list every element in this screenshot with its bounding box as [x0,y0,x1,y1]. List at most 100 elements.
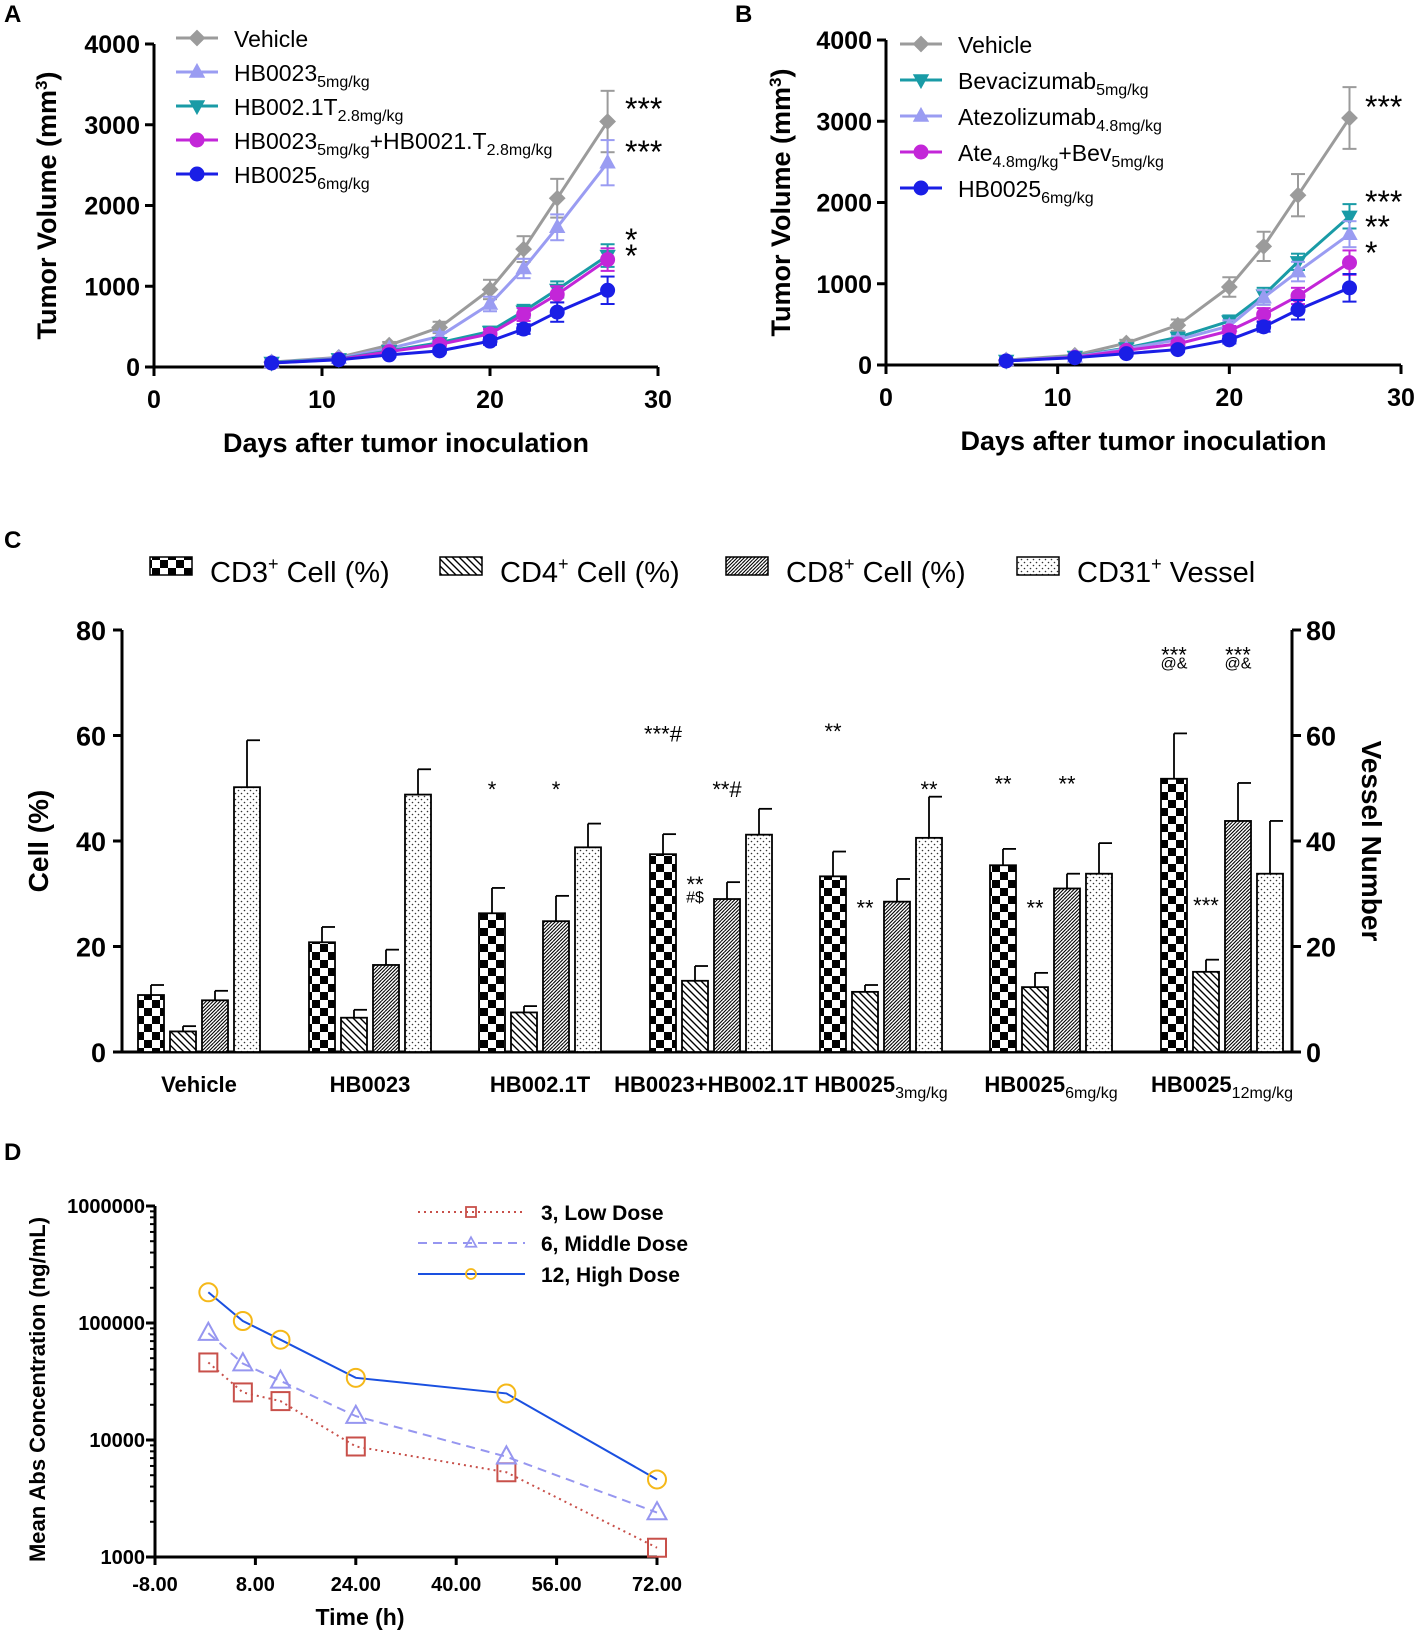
bar [510,1011,538,1053]
y2-tick-label: 60 [1306,722,1336,752]
legend-marker [912,106,930,122]
legend-item: HB00235mg/kg+HB0021.T2.8mg/kg [176,128,552,159]
bar [1160,777,1188,1053]
panel-C: C CD3+ Cell (%) CD4+ Cell (%) CD8+ Cell (%)… [4,527,1387,1102]
y-tick-label: 1000 [816,271,872,299]
significance-mark: *** [1365,184,1402,220]
data-point [600,252,616,268]
bar [883,900,911,1053]
data-point [1067,350,1083,366]
legend-label: HB00256mg/kg [958,176,1094,207]
data-point [432,343,448,359]
data-point [264,355,280,371]
y2-axis-title: Vessel Number [1356,741,1387,942]
x-tick-label: 30 [644,386,672,414]
legend-item: 3, Low Dose [418,1202,664,1225]
data-point [1290,302,1306,318]
x-tick-label: 0 [879,384,893,412]
legend-label: 12, High Dose [541,1264,680,1287]
legend-marker [465,1268,477,1280]
legend-label: Atezolizumab4.8mg/kg [958,104,1162,135]
y-tick-label: 0 [126,354,140,382]
series-0 [198,1352,667,1558]
data-point [1170,342,1186,358]
significance-mark: * [625,222,637,258]
legend-label: HB00235mg/kg [234,60,370,91]
x-category-label: HB0023 [330,1072,411,1097]
panel-D: D 1000 10000 100000 1000000 -8.00 8.00 24.00 40.… [4,1139,688,1630]
y2-tick-label: 0 [1306,1038,1321,1068]
y-axis-title: Mean Abs Concentration (ng/mL) [25,1217,50,1562]
legend-label: Ate4.8mg/kg+Bev5mg/kg [958,140,1164,171]
bar [713,898,741,1053]
bar [989,864,1017,1053]
significance-mark: *** [1225,642,1251,667]
bar-series-0 [137,732,1188,1053]
bar [1085,872,1113,1053]
x-tick-label: 8.00 [236,1574,275,1596]
legend-item: Atezolizumab4.8mg/kg [900,104,1162,135]
bar [137,994,165,1053]
data-point [599,113,617,130]
data-point [645,1500,669,1521]
bar [745,833,773,1053]
legend-marker [465,1206,477,1218]
data-point [270,1329,291,1350]
data-point [515,240,533,258]
legend-item: HB002.1T2.8mg/kg [176,94,403,125]
bar [649,853,677,1053]
data-point [331,352,347,368]
data-point [269,1368,292,1389]
legend-label: HB00256mg/kg [234,162,370,193]
y-axis-title: Tumor Volume (mm3) [32,72,63,340]
significance-mark: @& [1161,656,1188,673]
legend-item: 6, Middle Dose [418,1233,688,1256]
bar-series-1 [169,958,1220,1053]
x-axis-title: Time (h) [315,1604,404,1630]
panel-label: B [735,1,752,28]
data-point [1341,225,1358,240]
bar [542,920,570,1053]
data-point [516,321,532,337]
legend-label: CD4+ Cell (%) [500,554,680,589]
bar [1053,887,1081,1053]
legend-item: 12, High Dose [418,1264,680,1287]
x-category-label: HB00253mg/kg [814,1072,947,1102]
x-tick-label: 10 [1044,384,1072,412]
legend-item: HB00256mg/kg [900,176,1094,207]
series-line [1006,117,1351,362]
bar [1256,872,1284,1053]
significance-mark: *** [1161,642,1187,667]
legend-label: CD8+ Cell (%) [786,554,966,589]
bar [372,964,400,1053]
legend-item: Vehicle [176,26,308,52]
legend-swatch [439,556,483,576]
legend-item: Ate4.8mg/kg+Bev5mg/kg [900,140,1164,171]
legend-marker [189,166,205,182]
data-point [647,1469,667,1490]
data-point [549,304,565,320]
data-point [345,1436,366,1457]
bar [233,786,261,1053]
data-point [231,1351,254,1372]
significance-mark: *** [625,91,662,127]
data-point [1255,237,1273,255]
data-point [344,1403,367,1424]
legend-label: Vehicle [958,32,1032,58]
bar [1192,970,1220,1053]
y-tick-label: 0 [858,352,872,380]
series-line [207,1332,658,1514]
y2-tick-label: 80 [1306,616,1336,646]
data-point [198,1352,219,1373]
legend-swatch [725,556,769,576]
significance-mark: *** [1365,89,1402,125]
panel-A: A 0 1000 2000 3000 4000 0 10 20 30 Days after tumo… [4,1,672,458]
bar-series-3 [233,739,1284,1053]
data-point [1221,332,1237,348]
y-tick-label: 80 [76,616,106,646]
data-point [495,1444,518,1465]
data-point [647,1537,667,1558]
y-tick-label: 1000000 [67,1196,145,1218]
series-1 [197,1320,669,1521]
y-tick-label: 4000 [84,31,140,59]
